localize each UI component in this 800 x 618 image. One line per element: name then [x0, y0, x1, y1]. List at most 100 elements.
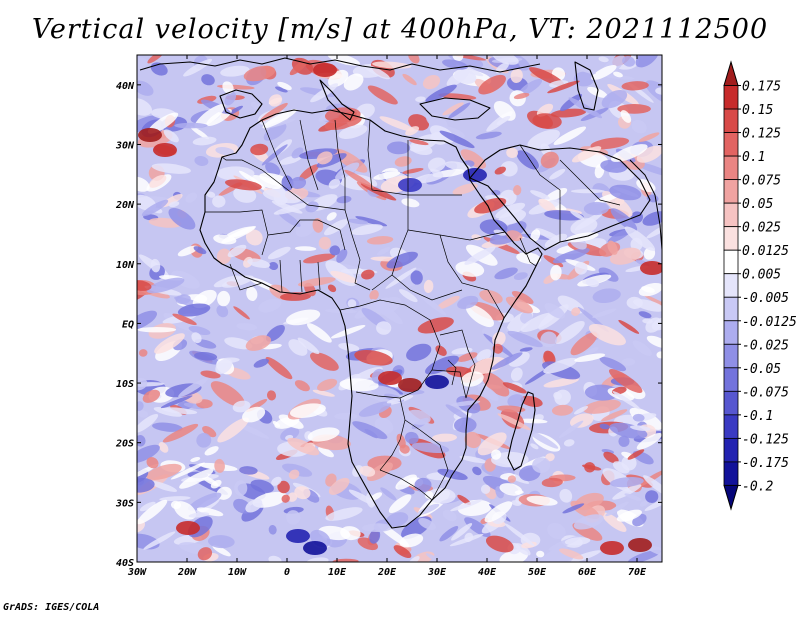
field-patch — [527, 129, 560, 149]
field-patch — [207, 535, 235, 549]
field-patch — [179, 469, 214, 489]
field-patch — [448, 102, 471, 119]
field-patch — [160, 395, 193, 409]
field-patch — [609, 247, 641, 265]
field-patch — [567, 550, 601, 562]
field-patch — [409, 139, 429, 146]
field-patch — [245, 229, 263, 246]
field-patch — [472, 466, 482, 476]
colorbar-top-arrow — [723, 60, 739, 87]
field-patch — [536, 103, 554, 117]
field-patch — [614, 197, 625, 205]
field-patch — [202, 425, 217, 438]
field-patch — [212, 545, 231, 557]
field-patch — [258, 298, 282, 313]
lon-tick-label: 60E — [578, 567, 597, 578]
field-patch — [216, 248, 232, 265]
field-patch — [245, 335, 272, 351]
field-patch — [618, 435, 630, 447]
field-patch — [369, 529, 381, 544]
lon-tick-label: 0 — [284, 567, 290, 578]
field-patch — [574, 261, 588, 275]
field-patch — [137, 57, 148, 71]
field-patch — [624, 226, 656, 251]
field-patch — [224, 337, 253, 350]
field-patch — [624, 493, 642, 501]
colorbar-bottom-arrow — [723, 484, 739, 511]
latitude-axis: 40N 30N 20N 10N EQ 10S 20S 30S 40S — [115, 81, 662, 569]
field-patch — [137, 280, 152, 291]
field-patch — [138, 349, 148, 357]
field-patch — [502, 382, 527, 394]
field-patch — [570, 332, 598, 356]
lon-tick-label: 10W — [228, 567, 247, 578]
field-patch — [627, 549, 661, 562]
field-patch — [388, 494, 412, 514]
field-patch — [266, 390, 277, 401]
field-core — [628, 538, 652, 552]
field-patch — [492, 55, 519, 65]
software-credit: GrADS: IGES/COLA — [3, 602, 100, 613]
field-patch — [425, 553, 444, 562]
field-core — [378, 371, 402, 385]
field-patch — [210, 381, 245, 407]
field-patch — [185, 192, 198, 203]
field-patch — [191, 332, 202, 344]
field-patch — [585, 278, 599, 288]
field-patch — [247, 258, 271, 268]
field-patch — [427, 488, 456, 504]
field-patch — [540, 331, 557, 348]
field-patch — [510, 68, 523, 83]
lat-tick-label: EQ — [122, 319, 134, 330]
field-patch — [385, 267, 417, 289]
field-patch — [600, 159, 628, 173]
field-patch — [305, 201, 319, 213]
field-patch — [464, 532, 474, 543]
field-patch — [530, 190, 550, 200]
field-patch — [621, 358, 636, 366]
field-patch — [396, 433, 406, 449]
field-patch — [645, 317, 662, 333]
field-patch — [447, 55, 484, 68]
field-patch — [608, 369, 643, 393]
field-patch — [329, 245, 341, 256]
field-patch — [137, 115, 160, 133]
field-patch — [137, 410, 149, 418]
field-core — [313, 63, 337, 77]
field-patch — [297, 337, 320, 355]
field-patch — [358, 401, 392, 417]
field-patch — [612, 461, 630, 474]
field-core — [286, 529, 310, 543]
field-patch — [263, 123, 287, 141]
field-patch — [177, 303, 211, 317]
field-patch — [367, 85, 398, 105]
field-patch — [323, 219, 349, 236]
field-patch — [360, 183, 397, 201]
field-patch — [197, 547, 213, 561]
field-patch — [328, 178, 341, 189]
field-patch — [158, 442, 169, 453]
field-patch — [612, 391, 641, 410]
colorbar-bin — [723, 155, 739, 181]
field-patch — [404, 431, 419, 444]
field-patch — [590, 137, 630, 150]
field-patch — [215, 358, 233, 374]
field-patch — [547, 80, 580, 94]
field-patch — [380, 487, 397, 501]
field-patch — [638, 311, 652, 319]
field-patch — [367, 462, 393, 482]
colorbar-level-label: 0.025 — [742, 221, 781, 236]
field-patch — [402, 73, 417, 86]
field-patch — [492, 343, 503, 354]
colorbar-level-label: -0.005 — [742, 291, 789, 306]
field-patch — [234, 480, 248, 496]
field-patch — [268, 555, 282, 562]
field-patch — [494, 267, 518, 280]
field-patch — [442, 102, 464, 116]
field-patch — [644, 544, 662, 559]
field-patch — [535, 545, 568, 562]
africa-coastline — [199, 109, 543, 529]
field-patch — [334, 412, 358, 420]
field-patch — [544, 233, 568, 248]
colorbar-level-label: 0.005 — [742, 268, 781, 283]
